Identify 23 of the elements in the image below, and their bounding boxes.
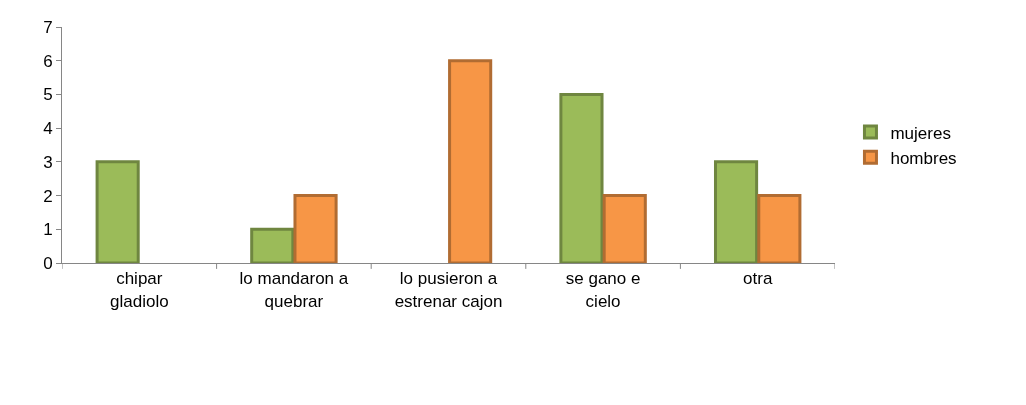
bar bbox=[95, 160, 140, 263]
y-tick-label: 0 bbox=[43, 253, 53, 273]
x-tick-label: se gano e cielo bbox=[565, 269, 641, 311]
bar bbox=[293, 194, 338, 263]
bar bbox=[559, 92, 604, 263]
bar bbox=[713, 160, 759, 263]
y-tick-label: 5 bbox=[43, 85, 53, 105]
x-tick-label: lo pusieron a estrenar cajon bbox=[394, 269, 503, 311]
x-tick-label: otra bbox=[743, 269, 773, 289]
bar bbox=[250, 227, 295, 263]
y-tick-label: 4 bbox=[43, 119, 53, 139]
y-tick-label: 7 bbox=[43, 17, 53, 37]
x-tick-label: lo mandaron a quebrar bbox=[239, 269, 349, 311]
y-tick-label: 6 bbox=[43, 51, 53, 71]
bar bbox=[757, 194, 802, 263]
x-tick-label: chipar gladiolo bbox=[110, 269, 169, 311]
y-tick-label: 2 bbox=[43, 186, 53, 206]
bar bbox=[448, 59, 493, 263]
bar bbox=[602, 194, 647, 263]
y-tick-label: 1 bbox=[43, 220, 53, 240]
y-tick-label: 3 bbox=[43, 152, 53, 172]
legend-label: mujeres bbox=[890, 123, 951, 143]
legend-label: hombres bbox=[890, 148, 957, 168]
